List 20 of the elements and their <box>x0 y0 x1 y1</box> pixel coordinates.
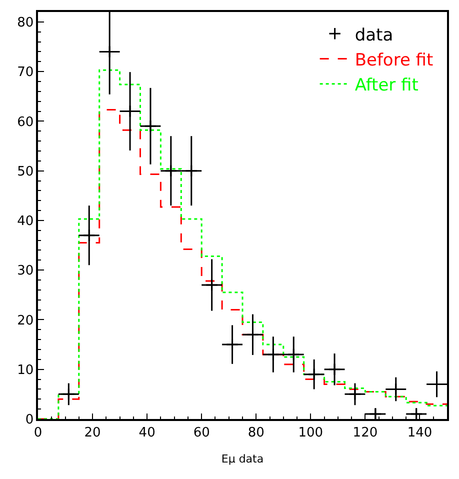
y-tick-label: 20 <box>17 313 34 328</box>
y-tick-label: 30 <box>17 264 34 279</box>
x-tick-label: 140 <box>407 425 432 440</box>
y-tick-label: 50 <box>17 164 34 180</box>
legend-label: data <box>354 25 394 46</box>
x-tick-label: 100 <box>298 425 324 440</box>
x-tick-label: 60 <box>193 425 210 440</box>
y-tick-label: 60 <box>17 114 34 130</box>
x-tick-label: 80 <box>248 425 264 440</box>
y-tick-label: 0 <box>25 412 34 428</box>
legend-label: Before fit <box>354 50 434 70</box>
y-tick-label: 80 <box>17 15 34 30</box>
y-tick-label: 70 <box>17 65 34 80</box>
y-tick-label: 40 <box>17 214 34 230</box>
x-axis-title: Eμ data <box>221 452 264 466</box>
legend-label: After fit <box>354 75 419 96</box>
y-tick-label: 10 <box>17 362 34 378</box>
x-tick-label: 120 <box>352 425 378 440</box>
x-tick-label: 40 <box>138 425 156 440</box>
x-tick-label: 20 <box>84 425 101 440</box>
